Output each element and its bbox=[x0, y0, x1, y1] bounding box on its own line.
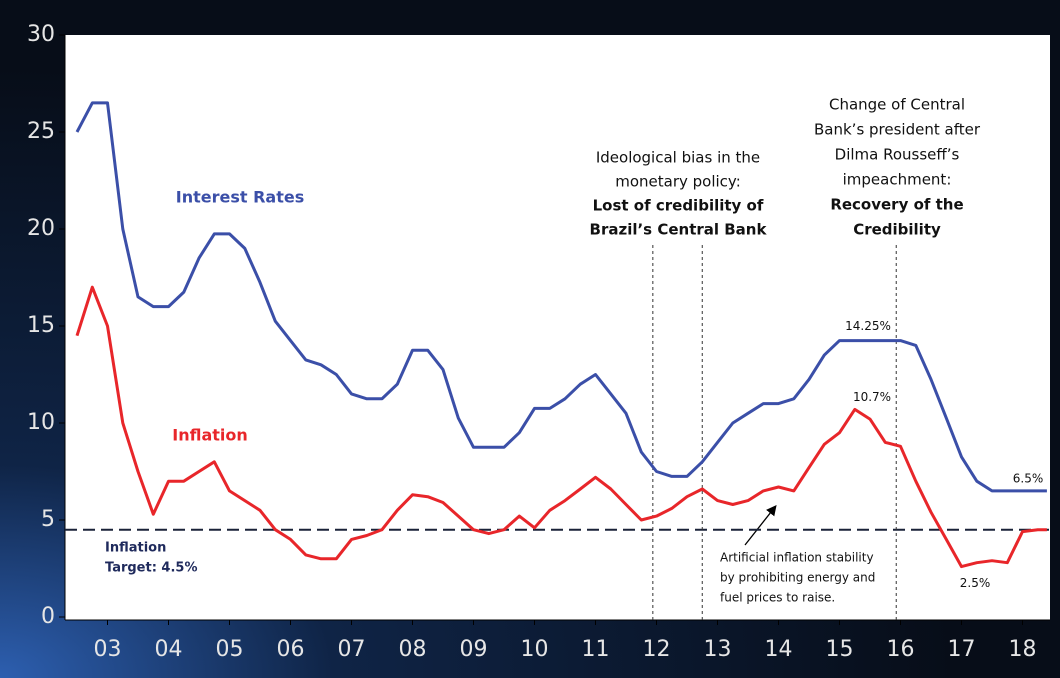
annotation: fuel prices to raise. bbox=[720, 591, 835, 605]
x-tick-label: 07 bbox=[338, 637, 366, 662]
annotation-bold: Recovery of the bbox=[830, 196, 963, 214]
series-label: Interest Rates bbox=[176, 188, 304, 207]
x-tick-label: 16 bbox=[887, 637, 915, 662]
y-tick-label: 15 bbox=[27, 313, 55, 338]
plot-area bbox=[65, 35, 1050, 620]
y-tick-label: 5 bbox=[41, 507, 55, 532]
x-tick-label: 14 bbox=[765, 637, 793, 662]
x-tick-label: 15 bbox=[826, 637, 854, 662]
x-tick-label: 12 bbox=[643, 637, 671, 662]
series-line bbox=[75, 285, 1047, 569]
x-tick-label: 09 bbox=[460, 637, 488, 662]
x-tick-label: 06 bbox=[277, 637, 305, 662]
series-line bbox=[75, 101, 1047, 493]
point-label: 6.5% bbox=[1013, 471, 1044, 485]
arrow bbox=[744, 504, 777, 546]
x-tick-label: 13 bbox=[704, 637, 732, 662]
series-label: Inflation bbox=[172, 426, 248, 445]
x-tick-label: 10 bbox=[521, 637, 549, 662]
annotation: impeachment: bbox=[843, 171, 952, 189]
annotation-bold: Credibility bbox=[853, 221, 941, 239]
y-tick-label: 20 bbox=[27, 216, 55, 241]
annotation: by prohibiting energy and bbox=[720, 571, 875, 585]
target-label: Target: 4.5% bbox=[105, 561, 198, 576]
annotation: Ideological bias in the bbox=[596, 149, 760, 167]
annotation: Change of Central bbox=[829, 96, 965, 114]
annotation: Artificial inflation stability bbox=[720, 551, 874, 565]
y-tick-label: 30 bbox=[27, 22, 55, 47]
target-label: Inflation bbox=[105, 541, 166, 556]
x-tick-label: 04 bbox=[155, 637, 183, 662]
y-tick-label: 25 bbox=[27, 119, 55, 144]
x-tick-label: 18 bbox=[1009, 637, 1037, 662]
point-label: 10.7% bbox=[853, 390, 891, 404]
annotation-bold: Brazil’s Central Bank bbox=[590, 221, 768, 239]
annotation-bold: Lost of credibility of bbox=[593, 197, 764, 215]
x-tick-label: 05 bbox=[216, 637, 244, 662]
lines bbox=[75, 101, 1047, 569]
annotation: Dilma Rousseff’s bbox=[835, 146, 960, 164]
annotation: Bank’s president after bbox=[814, 121, 981, 139]
x-tick-label: 03 bbox=[94, 637, 122, 662]
x-tick-label: 11 bbox=[582, 637, 610, 662]
x-tick-label: 17 bbox=[948, 637, 976, 662]
point-label: 14.25% bbox=[845, 319, 891, 333]
point-label: 2.5% bbox=[960, 576, 991, 590]
y-tick-label: 10 bbox=[27, 410, 55, 435]
annotation: monetary policy: bbox=[615, 173, 741, 191]
y-tick-label: 0 bbox=[41, 604, 55, 629]
x-tick-label: 08 bbox=[399, 637, 427, 662]
